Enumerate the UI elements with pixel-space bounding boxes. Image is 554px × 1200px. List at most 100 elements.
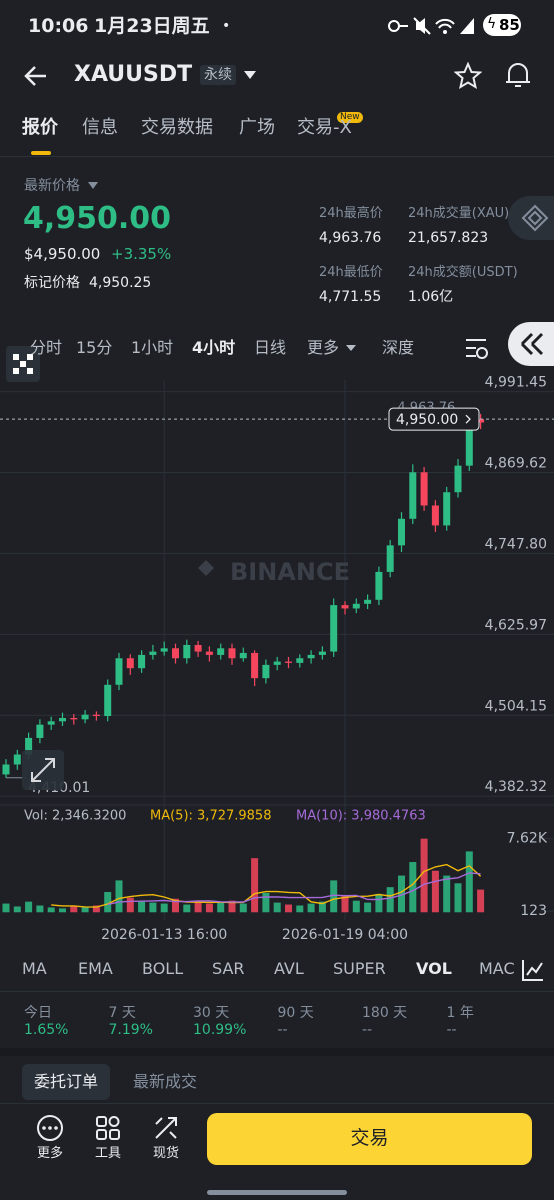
volume-bar bbox=[70, 906, 78, 913]
back-button[interactable] bbox=[22, 62, 50, 90]
tab[interactable]: 交易数据 bbox=[141, 117, 213, 138]
volume-bar bbox=[81, 907, 89, 913]
order-tab[interactable]: 最新成交 bbox=[133, 1072, 198, 1091]
price-dropdown[interactable] bbox=[88, 182, 98, 190]
charging-icon: ϟ bbox=[487, 16, 497, 32]
volume-bar bbox=[217, 902, 225, 913]
expand-button[interactable] bbox=[22, 750, 64, 790]
action-label[interactable]: 工具 bbox=[95, 1146, 122, 1161]
volume-bar bbox=[398, 875, 405, 913]
period: 7 天 bbox=[108, 1005, 136, 1021]
status-dot: • bbox=[222, 18, 231, 34]
volume-bar bbox=[228, 900, 236, 913]
indicator[interactable]: AVL bbox=[274, 959, 304, 978]
candle-body bbox=[81, 714, 89, 720]
floating-tool[interactable] bbox=[6, 346, 40, 382]
indicator[interactable]: BOLL bbox=[142, 959, 184, 978]
interval[interactable]: 日线 bbox=[254, 338, 287, 357]
stat-value: 21,657.823 bbox=[408, 230, 489, 246]
action-label[interactable]: 更多 bbox=[37, 1146, 64, 1161]
status-icons bbox=[388, 17, 474, 35]
period-change: 7.19% bbox=[108, 1022, 153, 1038]
candle-body bbox=[126, 658, 134, 669]
y-tick-label: 4,382.32 bbox=[485, 779, 547, 795]
volume-bar bbox=[477, 889, 485, 913]
period: 1 年 bbox=[446, 1005, 474, 1021]
candle-body bbox=[330, 605, 338, 652]
candle-body bbox=[477, 419, 485, 423]
candle-body bbox=[431, 505, 439, 526]
candle-body bbox=[352, 603, 360, 609]
volume-bar bbox=[409, 862, 417, 913]
indicator-settings[interactable] bbox=[520, 957, 546, 983]
volume-bar bbox=[205, 903, 213, 913]
candle-body bbox=[47, 721, 55, 725]
interval[interactable]: 15分 bbox=[76, 338, 113, 357]
candle-body bbox=[239, 652, 247, 659]
candle-body bbox=[420, 472, 428, 506]
more-icon[interactable] bbox=[36, 1114, 64, 1142]
candle-body bbox=[115, 658, 123, 685]
candle-body bbox=[70, 718, 78, 720]
period-change: 10.99% bbox=[193, 1022, 247, 1038]
period: 90 天 bbox=[277, 1005, 314, 1021]
spot-icon[interactable] bbox=[152, 1114, 180, 1142]
volume-bar bbox=[149, 902, 157, 913]
volume-bar bbox=[364, 902, 372, 913]
order-tab[interactable]: 委托订单 bbox=[34, 1072, 99, 1091]
volume-bar bbox=[239, 903, 247, 913]
indicator[interactable]: MAC bbox=[479, 959, 515, 978]
y-tick-label: 4,747.80 bbox=[485, 536, 547, 552]
indicator[interactable]: SUPER bbox=[333, 959, 386, 978]
indicator[interactable]: SAR bbox=[212, 959, 245, 978]
period: 今日 bbox=[24, 1005, 52, 1021]
volume-bar bbox=[172, 898, 179, 913]
alert-button[interactable] bbox=[504, 60, 532, 90]
interval[interactable]: 1小时 bbox=[131, 338, 174, 357]
candle-body bbox=[285, 661, 292, 663]
volume-bar bbox=[318, 901, 326, 913]
volume-bar bbox=[443, 875, 451, 913]
ma-line bbox=[51, 863, 482, 908]
candle-body bbox=[149, 651, 157, 655]
candle-body bbox=[398, 518, 405, 546]
action-label[interactable]: 现货 bbox=[153, 1146, 180, 1161]
volume-bar bbox=[431, 870, 439, 913]
candle-body bbox=[296, 658, 304, 663]
indicator[interactable]: VOL bbox=[416, 959, 452, 978]
side-button[interactable] bbox=[508, 196, 554, 240]
period-change: 1.65% bbox=[24, 1022, 69, 1038]
stat-label: 24h最高价 bbox=[319, 206, 383, 221]
interval[interactable]: 分时 bbox=[30, 338, 63, 357]
interval[interactable]: 4小时 bbox=[192, 338, 236, 357]
volume-bar bbox=[285, 904, 292, 913]
tab[interactable]: 信息 bbox=[82, 117, 118, 138]
chart-settings[interactable] bbox=[464, 336, 490, 360]
period: 30 天 bbox=[193, 1005, 230, 1021]
candle-body bbox=[273, 661, 281, 665]
symbol[interactable]: XAUUSDT bbox=[74, 62, 193, 87]
tab[interactable]: 报价 bbox=[22, 117, 58, 138]
tools-icon[interactable] bbox=[94, 1114, 122, 1142]
favorite-button[interactable] bbox=[454, 62, 482, 90]
x-tick-label: 2026-01-19 04:00 bbox=[282, 927, 408, 943]
swap-button[interactable] bbox=[508, 322, 554, 366]
volume-bar bbox=[454, 883, 462, 913]
tab[interactable]: 广场 bbox=[239, 117, 275, 138]
interval[interactable]: 深度 bbox=[382, 338, 415, 357]
period-change: -- bbox=[277, 1022, 288, 1038]
interval[interactable]: 更多 bbox=[307, 338, 340, 357]
order-tab-active[interactable] bbox=[22, 1064, 110, 1100]
trade-button[interactable]: 交易 bbox=[207, 1113, 532, 1165]
candle-body bbox=[318, 651, 326, 655]
candle-body bbox=[262, 664, 270, 679]
tab[interactable]: 交易-X bbox=[297, 117, 352, 138]
volume-bar bbox=[138, 900, 146, 913]
symbol-dropdown[interactable] bbox=[243, 70, 257, 80]
current-price-label: 4,950.00 bbox=[396, 412, 458, 428]
last-price-label[interactable]: 最新价格 bbox=[24, 178, 80, 194]
indicator[interactable]: EMA bbox=[78, 959, 113, 978]
indicator[interactable]: MA bbox=[22, 959, 47, 978]
volume-bar bbox=[36, 905, 44, 913]
